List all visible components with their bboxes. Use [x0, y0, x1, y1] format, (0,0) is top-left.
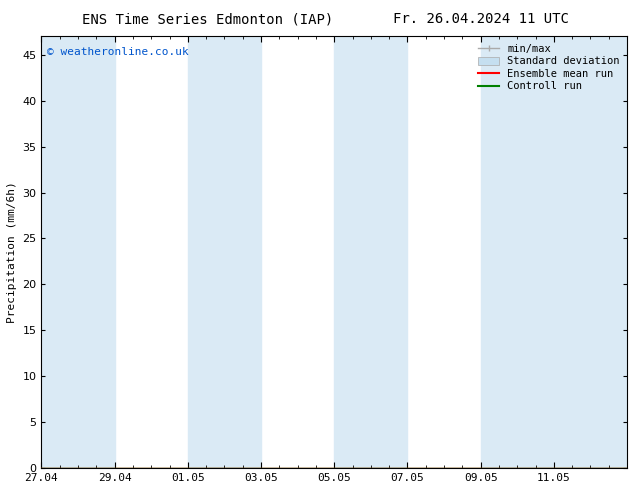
Text: Fr. 26.04.2024 11 UTC: Fr. 26.04.2024 11 UTC	[393, 12, 569, 26]
Legend: min/max, Standard deviation, Ensemble mean run, Controll run: min/max, Standard deviation, Ensemble me…	[476, 42, 622, 94]
Bar	[334, 36, 408, 468]
Text: © weatheronline.co.uk: © weatheronline.co.uk	[48, 47, 189, 57]
Bar	[41, 36, 115, 468]
Bar	[554, 36, 627, 468]
Y-axis label: Precipitation (mm/6h): Precipitation (mm/6h)	[7, 181, 17, 323]
Bar	[188, 36, 261, 468]
Text: ENS Time Series Edmonton (IAP): ENS Time Series Edmonton (IAP)	[82, 12, 333, 26]
Bar	[481, 36, 554, 468]
